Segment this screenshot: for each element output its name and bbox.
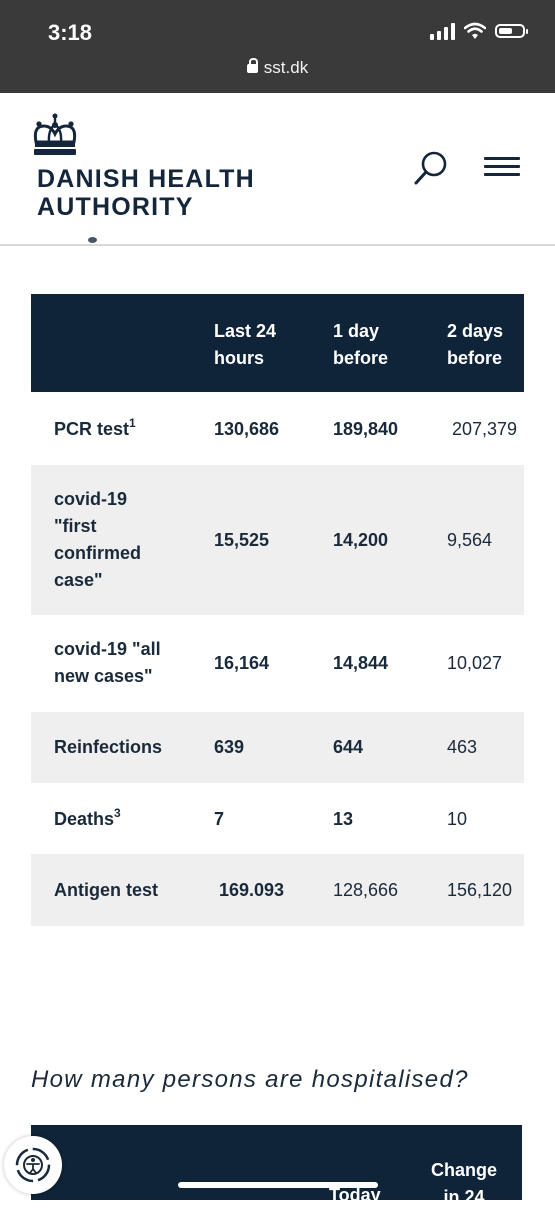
column-header-change-in-24: Change in 24 — [430, 1160, 497, 1207]
cell-last-24-hours: 16,164 — [214, 653, 270, 673]
crown-logo-icon[interactable] — [30, 112, 80, 156]
row-label: Reinfections — [54, 737, 163, 757]
footnote-marker[interactable]: 1 — [129, 416, 136, 430]
signal-icon — [430, 22, 455, 40]
table-row-all-new-cases: covid-19 "all new cases" 16,164 14,844 1… — [31, 615, 524, 712]
cell-2-days-before: 463 — [447, 737, 478, 757]
table-header: Last 24 hours 1 day before 2 days before — [31, 294, 524, 392]
cell-2-days-before: 207,379 — [452, 419, 518, 439]
cell-2-days-before: 9,564 — [447, 530, 493, 550]
table-row-first-confirmed-case: covid-19 "first confirmed case" 15,525 1… — [31, 465, 524, 615]
column-header-1-day-before: 1 day before — [333, 321, 389, 368]
site-logo-text[interactable]: DANISH HEALTH AUTHORITY — [37, 165, 255, 221]
table-row-deaths: Deaths3 7 13 10 — [31, 783, 524, 854]
column-header-2-days-before: 2 days before — [447, 321, 504, 368]
accessibility-button[interactable] — [4, 1136, 62, 1194]
cell-2-days-before: 10,027 — [447, 653, 503, 673]
footnote-marker[interactable]: 3 — [114, 806, 121, 820]
cell-last-24-hours: 7 — [214, 809, 225, 829]
cell-last-24-hours: 15,525 — [214, 530, 270, 550]
address-bar[interactable]: sst.dk — [0, 58, 555, 78]
cell-last-24-hours: 639 — [214, 737, 245, 757]
row-label: PCR test1 — [54, 416, 136, 439]
cell-1-day-before: 13 — [333, 809, 354, 829]
home-indicator[interactable] — [178, 1182, 378, 1188]
row-label: Antigen test — [54, 880, 159, 900]
cell-1-day-before: 14,200 — [333, 530, 389, 550]
cell-last-24-hours: 169.093 — [219, 880, 285, 900]
wifi-icon — [464, 22, 486, 39]
logo-line-2: AUTHORITY — [37, 193, 194, 221]
cell-last-24-hours: 130,686 — [214, 419, 280, 439]
column-header-last-24-hours: Last 24 hours — [214, 321, 277, 368]
covid-stats-table: Last 24 hours 1 day before 2 days before PC… — [31, 294, 524, 926]
row-label: Deaths3 — [54, 806, 121, 829]
accessibility-icon — [15, 1147, 51, 1183]
hospitalised-table-header: Today Change in 24 — [31, 1125, 522, 1207]
cell-1-day-before: 14,844 — [333, 653, 389, 673]
status-time: 3:18 — [48, 20, 93, 45]
row-label: covid-19 "first confirmed case" — [54, 489, 142, 590]
row-label: covid-19 "all new cases" — [54, 639, 161, 686]
hamburger-menu-icon[interactable] — [484, 157, 520, 179]
logo-line-1: DANISH HEALTH — [37, 165, 255, 193]
search-icon[interactable] — [412, 149, 450, 187]
site-header: DANISH HEALTH AUTHORITY — [0, 93, 555, 246]
battery-icon — [495, 24, 528, 38]
status-icons — [430, 22, 528, 40]
hospitalised-section-title: How many persons are hospitalised? — [31, 1066, 469, 1093]
table-row-pcr-test: PCR test1 130,686 189,840 207,379 — [31, 392, 524, 465]
cell-2-days-before: 10 — [447, 809, 468, 829]
cell-1-day-before: 644 — [333, 737, 364, 757]
cell-1-day-before: 189,840 — [333, 419, 399, 439]
table-row-antigen-test: Antigen test 169.093 128,666 156,120 — [31, 854, 524, 926]
url-text: sst.dk — [263, 58, 309, 77]
scrolled-heading-fragment — [60, 232, 110, 243]
cell-2-days-before: 156,120 — [447, 880, 513, 900]
lock-icon — [246, 58, 258, 73]
cell-1-day-before: 128,666 — [333, 880, 399, 900]
table-row-reinfections: Reinfections 639 644 463 — [31, 712, 524, 783]
status-bar: 3:18 sst.dk — [0, 0, 555, 93]
